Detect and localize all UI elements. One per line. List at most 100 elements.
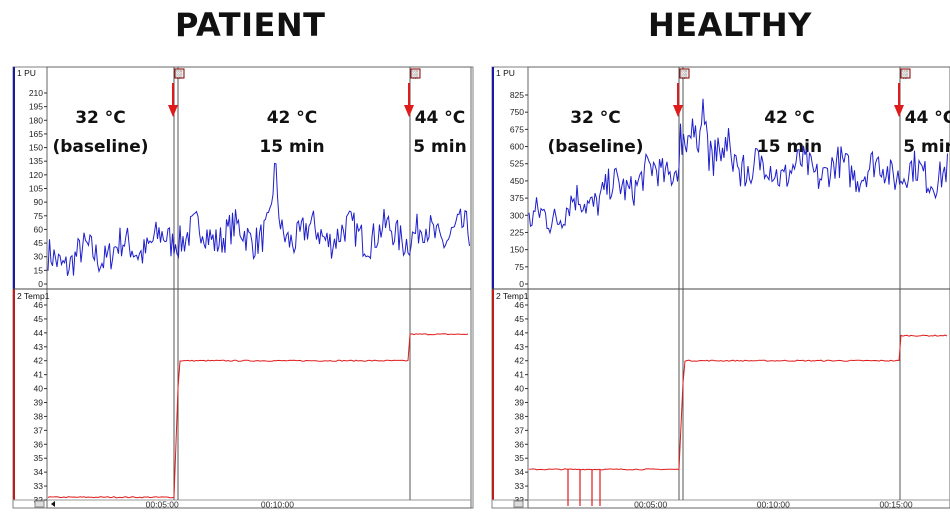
pu-tick-label: 600 [510, 142, 524, 152]
pu-tick-label: 0 [38, 279, 43, 289]
pu-tick-label: 450 [510, 176, 524, 186]
channel-label-temp: 2 Temp1 [496, 291, 529, 301]
annotation-temp: 44 °C [415, 108, 466, 128]
annotation-temp: 32 °C [570, 108, 621, 128]
event-arrow-head [894, 105, 904, 117]
pu-tick-label: 195 [29, 102, 43, 112]
temp-tick-label: 45 [34, 314, 44, 324]
panel-title-patient: PATIENT [175, 6, 326, 44]
pu-trace [47, 162, 470, 276]
pu-tick-label: 150 [510, 245, 524, 255]
event-marker-box [410, 68, 421, 79]
annotation-temp: 44 °C [905, 108, 950, 128]
annotation-temp: 32 °C [75, 108, 126, 128]
time-tick-label: 00:05:00 [634, 500, 667, 510]
scroll-box [34, 500, 45, 508]
annotation-duration: (baseline) [547, 137, 643, 157]
pu-tick-label: 90 [34, 197, 44, 207]
temp-tick-label: 43 [34, 342, 44, 352]
temp-tick-label: 35 [34, 453, 44, 463]
temp-trace [47, 333, 469, 499]
event-marker-glyph: ░ [176, 69, 182, 79]
temp-trace [528, 334, 948, 471]
temp-tick-label: 43 [515, 342, 525, 352]
temp-tick-label: 38 [34, 411, 44, 421]
channel-label-pu: 1 PU [496, 68, 515, 78]
temp-tick-label: 32 [34, 495, 44, 505]
annotation-duration: 15 min [757, 137, 822, 157]
pu-tick-label: 150 [29, 143, 43, 153]
event-marker-box [174, 68, 185, 79]
channel-color-bar [13, 67, 15, 289]
event-marker-box [679, 68, 690, 79]
pu-tick-label: 45 [34, 238, 44, 248]
pu-tick-label: 750 [510, 107, 524, 117]
annotation-duration: 5 min [903, 137, 950, 157]
scroll-left-icon [51, 501, 55, 507]
temp-tick-label: 41 [515, 370, 525, 380]
temp-tick-label: 42 [515, 356, 525, 366]
annotation-duration: 15 min [259, 137, 324, 157]
temp-tick-label: 39 [515, 398, 525, 408]
channel-color-bar [13, 289, 15, 500]
temp-tick-label: 32 [515, 495, 525, 505]
annotation-duration: 5 min [413, 137, 466, 157]
pu-tick-label: 210 [29, 88, 43, 98]
time-tick-label: 00:10:00 [757, 500, 790, 510]
temp-tick-label: 34 [515, 467, 525, 477]
scroll-box [513, 500, 524, 508]
temp-tick-label: 37 [515, 425, 525, 435]
pu-tick-label: 60 [34, 224, 44, 234]
event-marker-box [900, 68, 911, 79]
temp-tick-label: 35 [515, 453, 525, 463]
pu-tick-label: 300 [510, 210, 524, 220]
pu-tick-label: 225 [510, 227, 524, 237]
time-tick-label: 00:05:00 [146, 500, 179, 510]
temp-tick-label: 42 [34, 356, 44, 366]
time-tick-label: 00:10:00 [261, 500, 294, 510]
temp-tick-label: 46 [515, 300, 525, 310]
pu-tick-label: 825 [510, 90, 524, 100]
channel-color-bar [492, 289, 494, 500]
pu-tick-label: 75 [515, 262, 525, 272]
event-arrow-head [404, 105, 414, 117]
pu-tick-label: 135 [29, 156, 43, 166]
event-marker-glyph: ░ [412, 69, 418, 79]
temp-tick-label: 39 [34, 398, 44, 408]
temp-tick-label: 34 [34, 467, 44, 477]
event-marker-glyph: ░ [902, 69, 908, 79]
annotation-duration: (baseline) [52, 137, 148, 157]
temp-tick-label: 40 [34, 384, 44, 394]
pu-tick-label: 75 [34, 211, 44, 221]
channel-label-temp: 2 Temp1 [17, 291, 50, 301]
time-tick-label: 00:15:00 [879, 500, 912, 510]
plot-area [527, 66, 950, 509]
annotation-temp: 42 °C [267, 108, 318, 128]
channel-color-bar [492, 67, 494, 289]
temp-tick-label: 38 [515, 411, 525, 421]
temp-tick-label: 41 [34, 370, 44, 380]
pu-tick-label: 675 [510, 124, 524, 134]
pu-trace [528, 98, 948, 235]
pu-tick-label: 525 [510, 159, 524, 169]
temp-tick-label: 44 [515, 328, 525, 338]
temp-tick-label: 36 [34, 439, 44, 449]
temp-tick-label: 33 [34, 481, 44, 491]
panel-title-healthy: HEALTHY [648, 6, 812, 44]
temp-tick-label: 44 [34, 328, 44, 338]
event-arrow-head [168, 105, 178, 117]
pu-tick-label: 165 [29, 129, 43, 139]
plot-area [46, 66, 472, 509]
pu-tick-label: 375 [510, 193, 524, 203]
temp-tick-label: 40 [515, 384, 525, 394]
temp-tick-label: 37 [34, 425, 44, 435]
pu-tick-label: 120 [29, 170, 43, 180]
pu-tick-label: 15 [34, 265, 44, 275]
event-arrow-head [673, 105, 683, 117]
temp-tick-label: 36 [515, 439, 525, 449]
pu-tick-label: 180 [29, 115, 43, 125]
temp-tick-label: 46 [34, 300, 44, 310]
pu-tick-label: 105 [29, 184, 43, 194]
channel-label-pu: 1 PU [17, 68, 36, 78]
